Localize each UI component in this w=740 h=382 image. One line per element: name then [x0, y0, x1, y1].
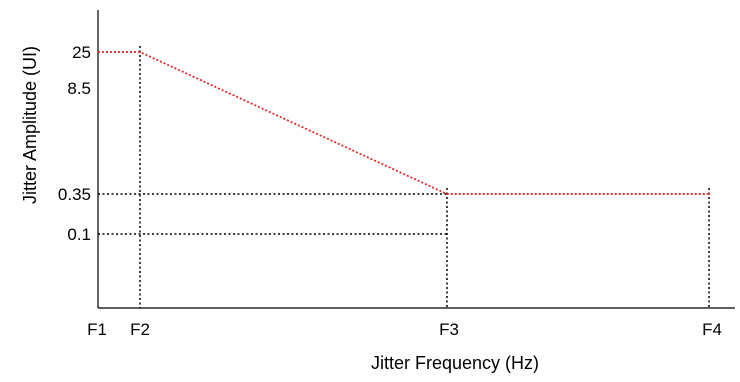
y-tick-label-0-35: 0.35	[58, 185, 91, 204]
axes	[97, 10, 735, 309]
series-line-1	[98, 51, 709, 195]
series-point-f1	[97, 51, 99, 53]
y-axis-title: Jitter Amplitude (UI)	[20, 46, 40, 204]
y-tick-label-25: 25	[72, 43, 91, 62]
series-point-f3	[446, 193, 448, 195]
x-axis-title: Jitter Frequency (Hz)	[371, 353, 539, 373]
x-tick-label-f3: F3	[439, 320, 459, 339]
y-tick-label-8-5: 8.5	[67, 79, 91, 98]
y-tick-label-0-1: 0.1	[67, 225, 91, 244]
series-point-f2	[139, 51, 141, 53]
x-tick-labels: F1 F2 F3 F4	[87, 320, 722, 339]
y-tick-labels: 25 8.5 0.35 0.1	[58, 43, 91, 244]
x-tick-label-f4: F4	[702, 320, 722, 339]
x-tick-label-f1: F1	[87, 320, 107, 339]
series-curves	[97, 51, 710, 195]
x-tick-label-f2: F2	[130, 320, 150, 339]
series-point-f4	[708, 193, 710, 195]
reference-lines	[98, 46, 710, 308]
